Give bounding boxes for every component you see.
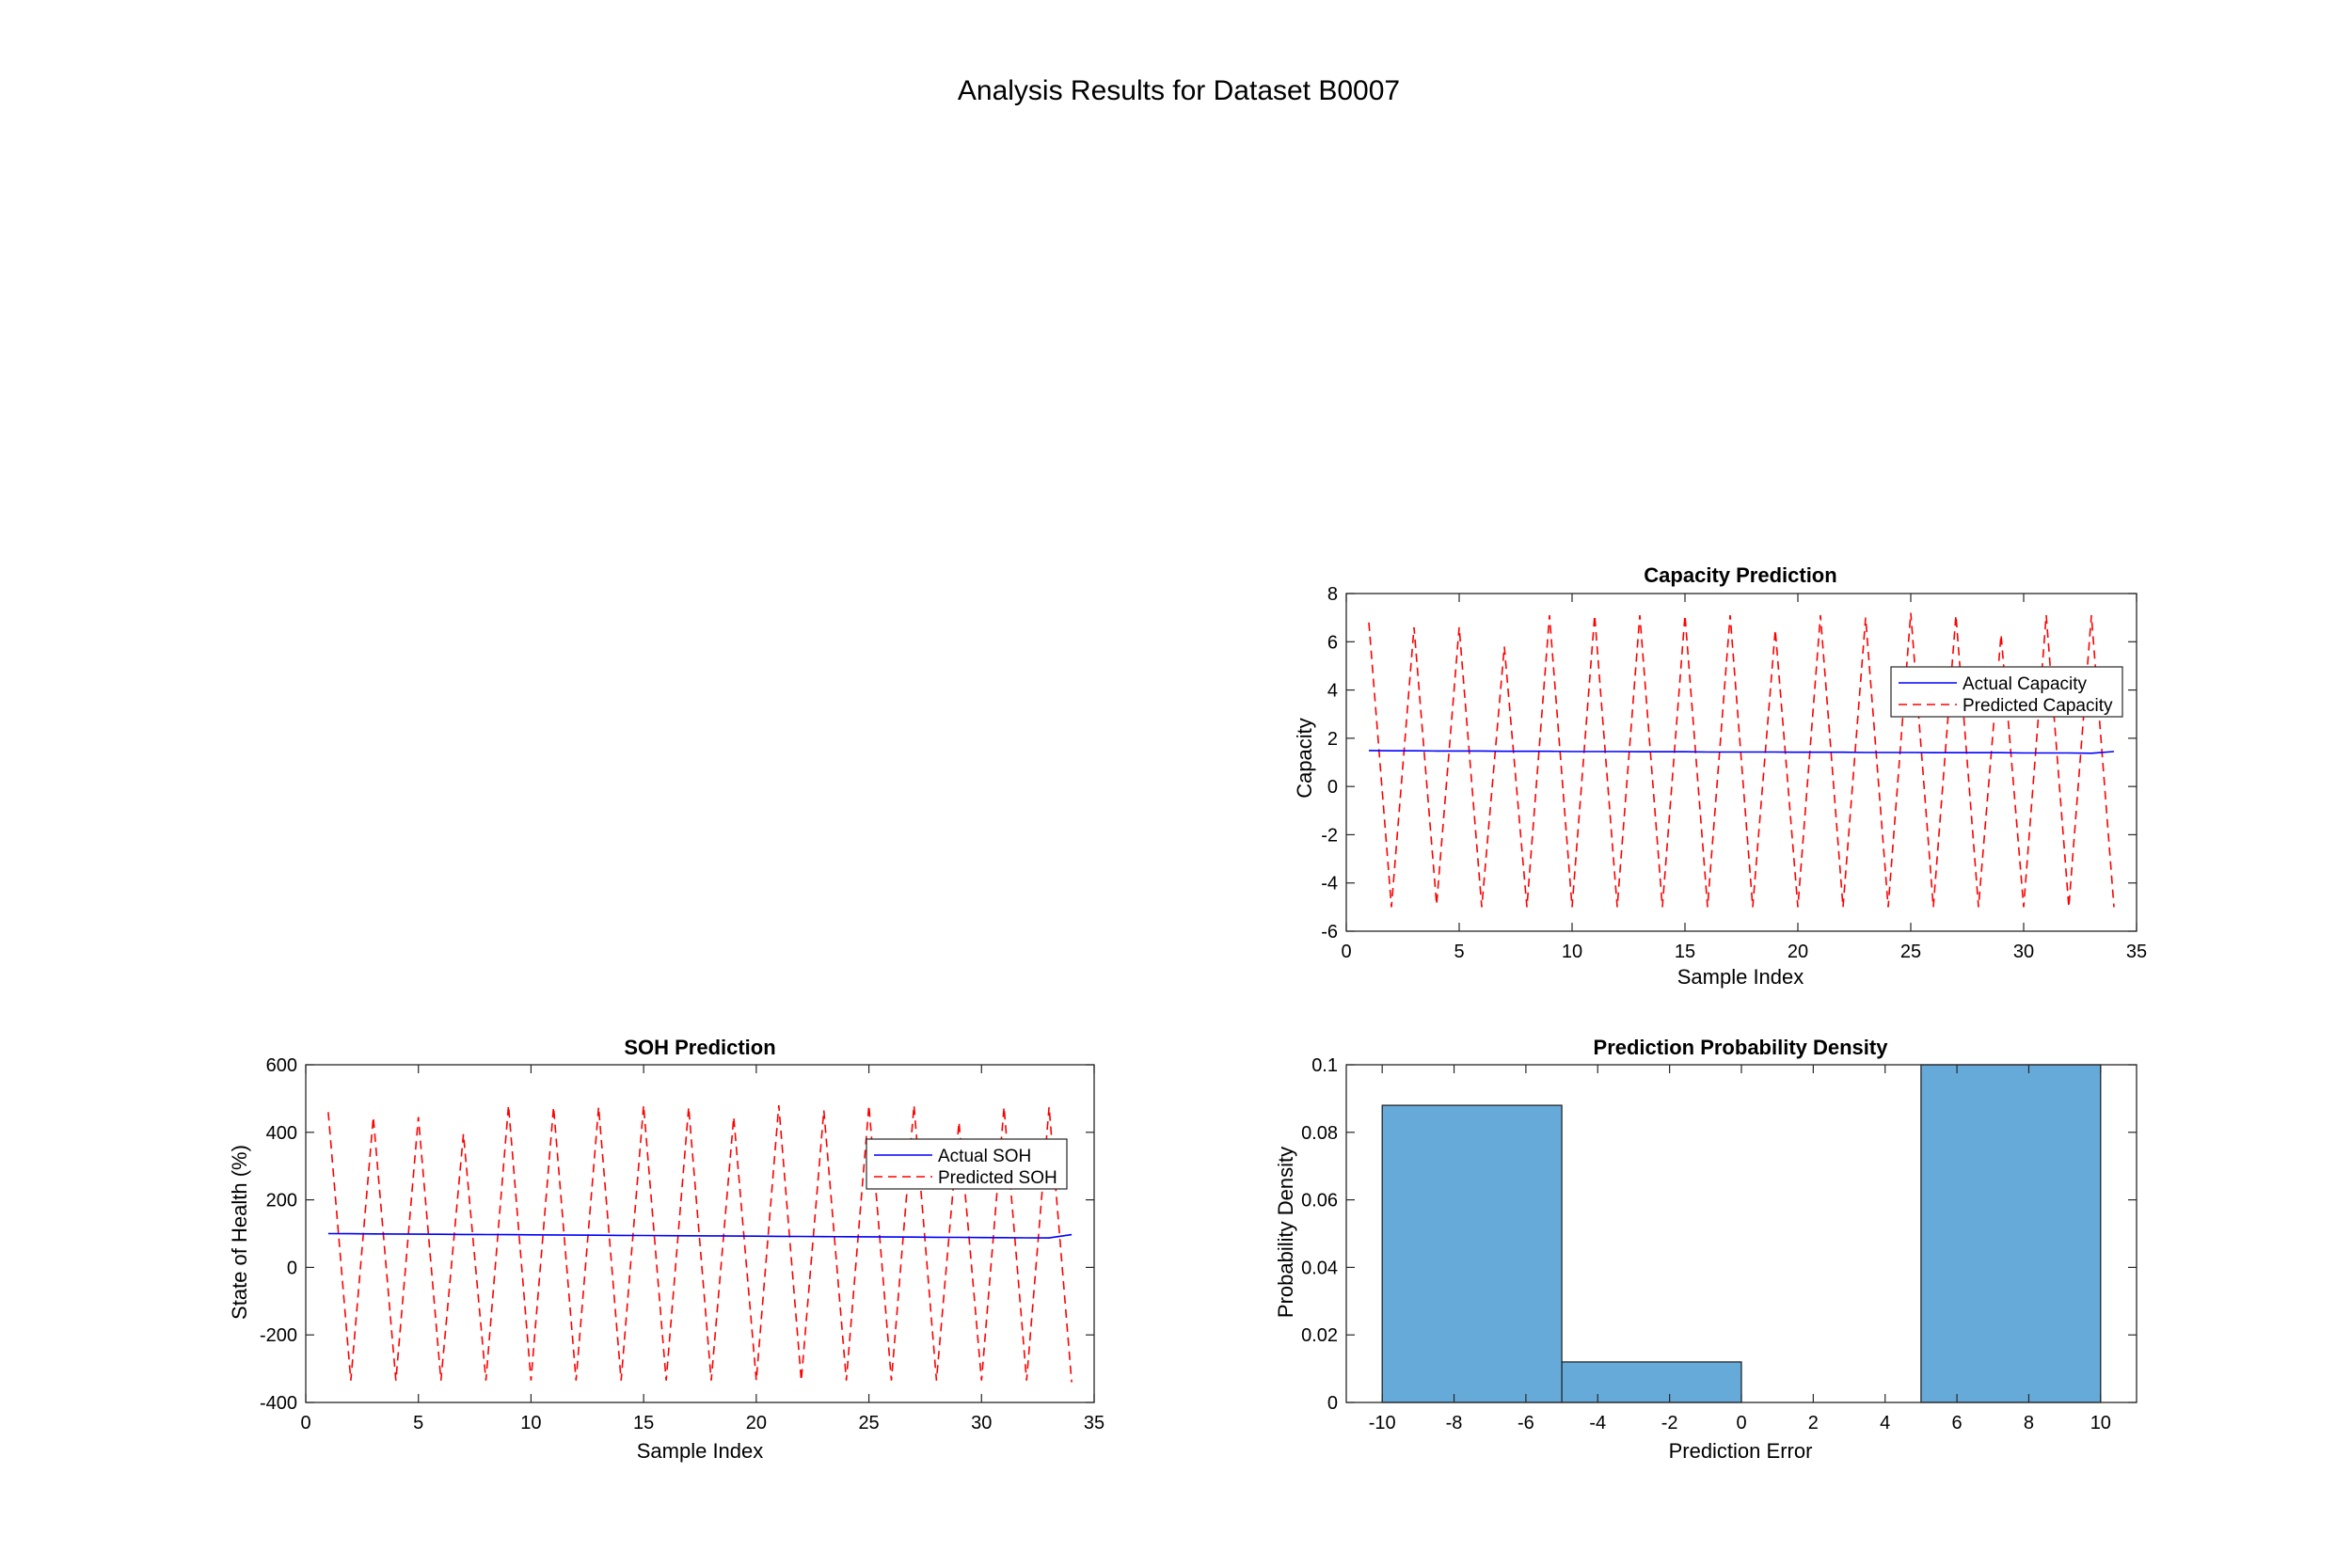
capacity-legend: Actual Capacity Predicted Capacity: [1890, 666, 2123, 718]
capacity-series-predicted-capacity: [1368, 612, 2115, 908]
pdf-xtick-label: -8: [1446, 1413, 1463, 1433]
capacity-series-actual-capacity: [1368, 750, 2115, 754]
pdf-ylabel: Probability Density: [1274, 1147, 1297, 1318]
pdf-xlabel: Prediction Error: [1669, 1439, 1813, 1463]
soh-xtick-label: 20: [746, 1413, 767, 1433]
pdf-xtick-label: 8: [2024, 1413, 2034, 1433]
capacity-title: Capacity Prediction: [1644, 563, 1836, 587]
capacity-plot-area: 0 5 10 15 20 25 30 35 -6 -4 -2 0 2 4 6 8: [1321, 584, 2147, 962]
soh-xtick-label: 30: [971, 1413, 992, 1433]
pdf-title: Prediction Probability Density: [1594, 1036, 1889, 1059]
capacity-ytick-label: -2: [1321, 825, 1338, 846]
pdf-xtick-label: 2: [1808, 1413, 1819, 1433]
capacity-axes-box: [1345, 593, 2137, 932]
soh-title: SOH Prediction: [624, 1036, 775, 1059]
soh-series-actual-soh: [327, 1232, 1073, 1239]
soh-legend-box: [866, 1138, 1068, 1190]
pdf-ytick-label: 0: [1327, 1393, 1338, 1414]
soh-xtick-label: 0: [300, 1413, 310, 1433]
capacity-ytick-label: 4: [1327, 681, 1338, 702]
capacity-ytick-label: 8: [1327, 584, 1338, 605]
capacity-xtick-label: 0: [1341, 942, 1351, 962]
soh-axes: SOH Prediction Sample Index State of Hea…: [228, 1036, 1104, 1463]
soh-ytick-label: 0: [287, 1258, 297, 1278]
soh-legend: Actual SOH Predicted SOH: [866, 1138, 1068, 1190]
capacity-legend-box: [1890, 666, 2123, 718]
capacity-xtick-label: 30: [2013, 942, 2034, 962]
soh-ylabel: State of Health (%): [228, 1145, 251, 1320]
capacity-xtick-label: 35: [2126, 942, 2147, 962]
pdf-plot-area: -10 -8 -6 -4 -2 0 2 4 6 8 10 0 0.02 0.04 0.06 0.08 0.1: [1301, 1055, 2137, 1433]
capacity-xtick-label: 25: [1900, 942, 1921, 962]
capacity-legend-label-predicted: Predicted Capacity: [1963, 696, 2113, 716]
pdf-xtick-label: 10: [2090, 1413, 2111, 1433]
pdf-ytick-label: 0.02: [1301, 1325, 1338, 1346]
capacity-ytick-label: -4: [1321, 874, 1338, 895]
pdf-xtick-label: 0: [1736, 1413, 1746, 1433]
pdf-bar: [1920, 1064, 2102, 1403]
capacity-xlabel: Sample Index: [1677, 965, 1804, 989]
capacity-xtick-label: 10: [1562, 942, 1582, 962]
pdf-xtick-label: -10: [1369, 1413, 1396, 1433]
soh-series-predicted-soh: [327, 1105, 1073, 1383]
soh-xtick-label: 10: [520, 1413, 541, 1433]
capacity-ylabel: Capacity: [1293, 718, 1316, 799]
capacity-ytick-label: 2: [1327, 729, 1338, 750]
soh-legend-label-actual: Actual SOH: [938, 1147, 1031, 1166]
pdf-ytick-label: 0.1: [1311, 1055, 1338, 1076]
soh-xtick-label: 35: [1084, 1413, 1104, 1433]
pdf-xtick-label: -6: [1518, 1413, 1534, 1433]
soh-plot-area: 0 5 10 15 20 25 30 35 -400 -200 0 200 400 600: [260, 1055, 1104, 1433]
soh-xtick-label: 5: [413, 1413, 423, 1433]
capacity-ytick-label: 6: [1327, 632, 1338, 653]
pdf-xtick-label: -2: [1661, 1413, 1678, 1433]
capacity-ytick-label: -6: [1321, 922, 1338, 942]
soh-xtick-label: 25: [858, 1413, 879, 1433]
soh-ytick-label: 200: [266, 1191, 297, 1212]
soh-xlabel: Sample Index: [637, 1439, 764, 1463]
capacity-xtick-label: 5: [1454, 942, 1464, 962]
capacity-axes: Capacity Prediction Sample Index Capacit…: [1293, 563, 2147, 989]
pdf-ytick-label: 0.06: [1301, 1191, 1338, 1212]
soh-ytick-label: -200: [260, 1325, 297, 1346]
pdf-bar: [1381, 1104, 1563, 1403]
pdf-bar: [1561, 1361, 1742, 1403]
capacity-xtick-label: 15: [1675, 942, 1695, 962]
pdf-xtick-label: 6: [1952, 1413, 1963, 1433]
pdf-axes: Prediction Probability Density Predictio…: [1274, 1036, 2137, 1463]
pdf-xtick-label: 4: [1880, 1413, 1890, 1433]
soh-axes-box: [305, 1064, 1095, 1403]
pdf-ytick-label: 0.08: [1301, 1123, 1338, 1144]
soh-ytick-label: -400: [260, 1393, 297, 1414]
soh-ytick-label: 400: [266, 1123, 297, 1144]
capacity-xtick-label: 20: [1788, 942, 1808, 962]
capacity-ytick-label: 0: [1327, 777, 1338, 798]
soh-legend-label-predicted: Predicted SOH: [938, 1168, 1057, 1188]
pdf-ytick-label: 0.04: [1301, 1258, 1338, 1278]
soh-ytick-label: 600: [266, 1055, 297, 1076]
figure-title: Analysis Results for Dataset B0007: [958, 75, 1400, 106]
pdf-xtick-label: -4: [1589, 1413, 1606, 1433]
capacity-legend-label-actual: Actual Capacity: [1963, 674, 2088, 694]
soh-xtick-label: 15: [633, 1413, 654, 1433]
